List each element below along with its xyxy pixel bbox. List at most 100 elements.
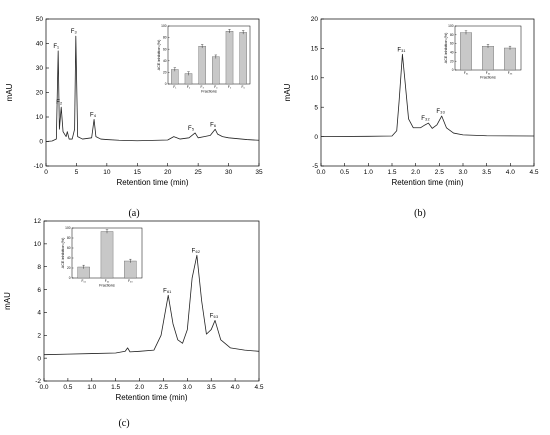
inset-category-label: F₆₂ xyxy=(105,279,110,283)
inset-y-tick-label: 40 xyxy=(450,51,454,55)
y-tick-label: 4 xyxy=(37,310,41,317)
peak-label: F₁ xyxy=(53,44,59,50)
x-tick-label: 0.5 xyxy=(63,384,72,391)
y-axis-label: mAU xyxy=(5,83,14,101)
inset-category-label: F₃₃ xyxy=(508,71,513,75)
inset-y-tick-label: 20 xyxy=(450,59,454,63)
inset-y-tick-label: 40 xyxy=(67,256,71,260)
x-tick-label: 15 xyxy=(134,169,142,176)
inset-y-tick-label: 100 xyxy=(161,24,167,28)
inset-y-tick-label: 0 xyxy=(452,68,454,72)
x-tick-label: 2.0 xyxy=(135,384,144,391)
inset-bar-chart: 0 20 40 60 80 100 F₆₁ F₆₂ F₆₃ Fractions ACE inhibi… xyxy=(61,226,143,288)
x-axis-label: Retention time (min) xyxy=(116,178,188,187)
x-tick-label: 35 xyxy=(255,169,263,176)
peak-label: F₆₁ xyxy=(163,288,171,294)
x-tick-label: 5 xyxy=(75,169,79,176)
inset-category-label: F₄ xyxy=(214,85,218,89)
x-tick-label: 4.0 xyxy=(231,384,240,391)
x-tick-label: 30 xyxy=(225,169,233,176)
inset-y-tick-label: 0 xyxy=(165,82,167,86)
y-tick-label: 20 xyxy=(311,16,319,23)
inset-bar xyxy=(171,69,179,85)
peak-label: F₃₁ xyxy=(397,47,405,53)
inset-bar xyxy=(460,32,472,71)
inset-x-axis-label: Fractions xyxy=(99,284,115,288)
y-tick-label: 6 xyxy=(37,287,41,294)
inset-y-tick-label: 20 xyxy=(163,71,167,75)
x-tick-label: 1.5 xyxy=(111,384,120,391)
inset-category-label: F₆₃ xyxy=(128,279,133,283)
y-tick-label: -10 xyxy=(34,163,44,170)
inset-category-label: F₆ xyxy=(242,85,246,89)
x-axis-label: Retention time (min) xyxy=(391,178,463,187)
x-tick-label: 0.0 xyxy=(316,169,325,176)
y-tick-label: 10 xyxy=(311,75,319,82)
inset-x-axis-label: Fractions xyxy=(480,76,496,80)
y-tick-label: 0 xyxy=(37,355,41,362)
y-tick-label: -2 xyxy=(35,378,41,385)
peak-label: F₃₂ xyxy=(421,116,430,122)
y-axis-label: mAU xyxy=(283,83,292,101)
inset-y-tick-label: 60 xyxy=(67,246,71,250)
chromatogram-line xyxy=(45,35,260,142)
panel-label: (a) xyxy=(128,208,139,219)
peak-label: F₆₃ xyxy=(210,313,219,319)
chromatogram-line xyxy=(43,254,260,356)
chart-panel-1: 0.0 0.5 1.0 1.5 2.0 2.5 3.0 3.5 4.0 4.5 -5 0 5 10 15 20… xyxy=(283,16,539,219)
peak-label: F₅ xyxy=(188,126,195,132)
x-tick-label: 1.0 xyxy=(87,384,96,391)
y-tick-label: 10 xyxy=(34,241,42,248)
x-tick-label: 2.5 xyxy=(159,384,168,391)
inset-y-axis-label: ACE inhibition (%) xyxy=(61,237,65,269)
inset-y-axis-label: ACE inhibition (%) xyxy=(157,39,161,71)
inset-y-tick-label: 20 xyxy=(67,266,71,270)
peak-label: F₆ xyxy=(210,122,217,128)
inset-bar xyxy=(212,56,220,85)
x-tick-label: 25 xyxy=(195,169,203,176)
x-tick-label: 2.5 xyxy=(435,169,444,176)
panel-label: (b) xyxy=(414,208,426,219)
inset-bar xyxy=(100,231,114,279)
inset-y-tick-label: 100 xyxy=(448,24,454,28)
x-tick-label: 0.5 xyxy=(340,169,349,176)
x-axis-label: Retention time (min) xyxy=(115,393,187,402)
y-tick-label: 50 xyxy=(36,16,44,23)
x-tick-label: 4.0 xyxy=(506,169,515,176)
x-tick-label: 0.0 xyxy=(39,384,48,391)
x-tick-label: 3.0 xyxy=(458,169,467,176)
peak-label: F₃ xyxy=(71,29,78,35)
y-tick-label: 30 xyxy=(36,65,44,72)
inset-category-label: F₅ xyxy=(228,85,232,89)
inset-y-tick-label: 80 xyxy=(163,36,167,40)
inset-bar xyxy=(482,46,494,71)
inset-y-tick-label: 40 xyxy=(163,59,167,63)
inset-y-tick-label: 0 xyxy=(69,276,71,280)
y-tick-label: 0 xyxy=(314,134,318,141)
y-axis-label: mAU xyxy=(3,292,12,310)
x-tick-label: 20 xyxy=(164,169,172,176)
y-tick-label: 5 xyxy=(314,104,318,111)
inset-x-axis-label: Fractions xyxy=(201,90,217,94)
x-tick-label: 0 xyxy=(44,169,48,176)
inset-bar xyxy=(225,31,234,85)
x-tick-label: 3.5 xyxy=(482,169,491,176)
inset-category-label: F₁ xyxy=(173,85,176,89)
y-tick-label: 12 xyxy=(34,218,42,225)
inset-category-label: F₃₂ xyxy=(486,71,491,75)
y-tick-label: 15 xyxy=(311,46,319,53)
inset-bar xyxy=(124,260,137,279)
plot-frame xyxy=(320,18,535,167)
inset-y-tick-label: 80 xyxy=(450,33,454,37)
y-tick-label: -5 xyxy=(312,163,318,170)
inset-y-tick-label: 80 xyxy=(67,236,71,240)
inset-bar-chart: 0 20 40 60 80 100 F₃₁ F₃₂ F₃₃ Fractions ACE inhibi… xyxy=(444,24,522,80)
x-tick-label: 2.0 xyxy=(411,169,420,176)
inset-y-tick-label: 60 xyxy=(450,42,454,46)
y-tick-label: 10 xyxy=(36,114,44,121)
inset-y-axis-label: ACE inhibition (%) xyxy=(444,32,448,64)
inset-y-tick-label: 60 xyxy=(163,47,167,51)
y-tick-label: 20 xyxy=(36,90,44,97)
